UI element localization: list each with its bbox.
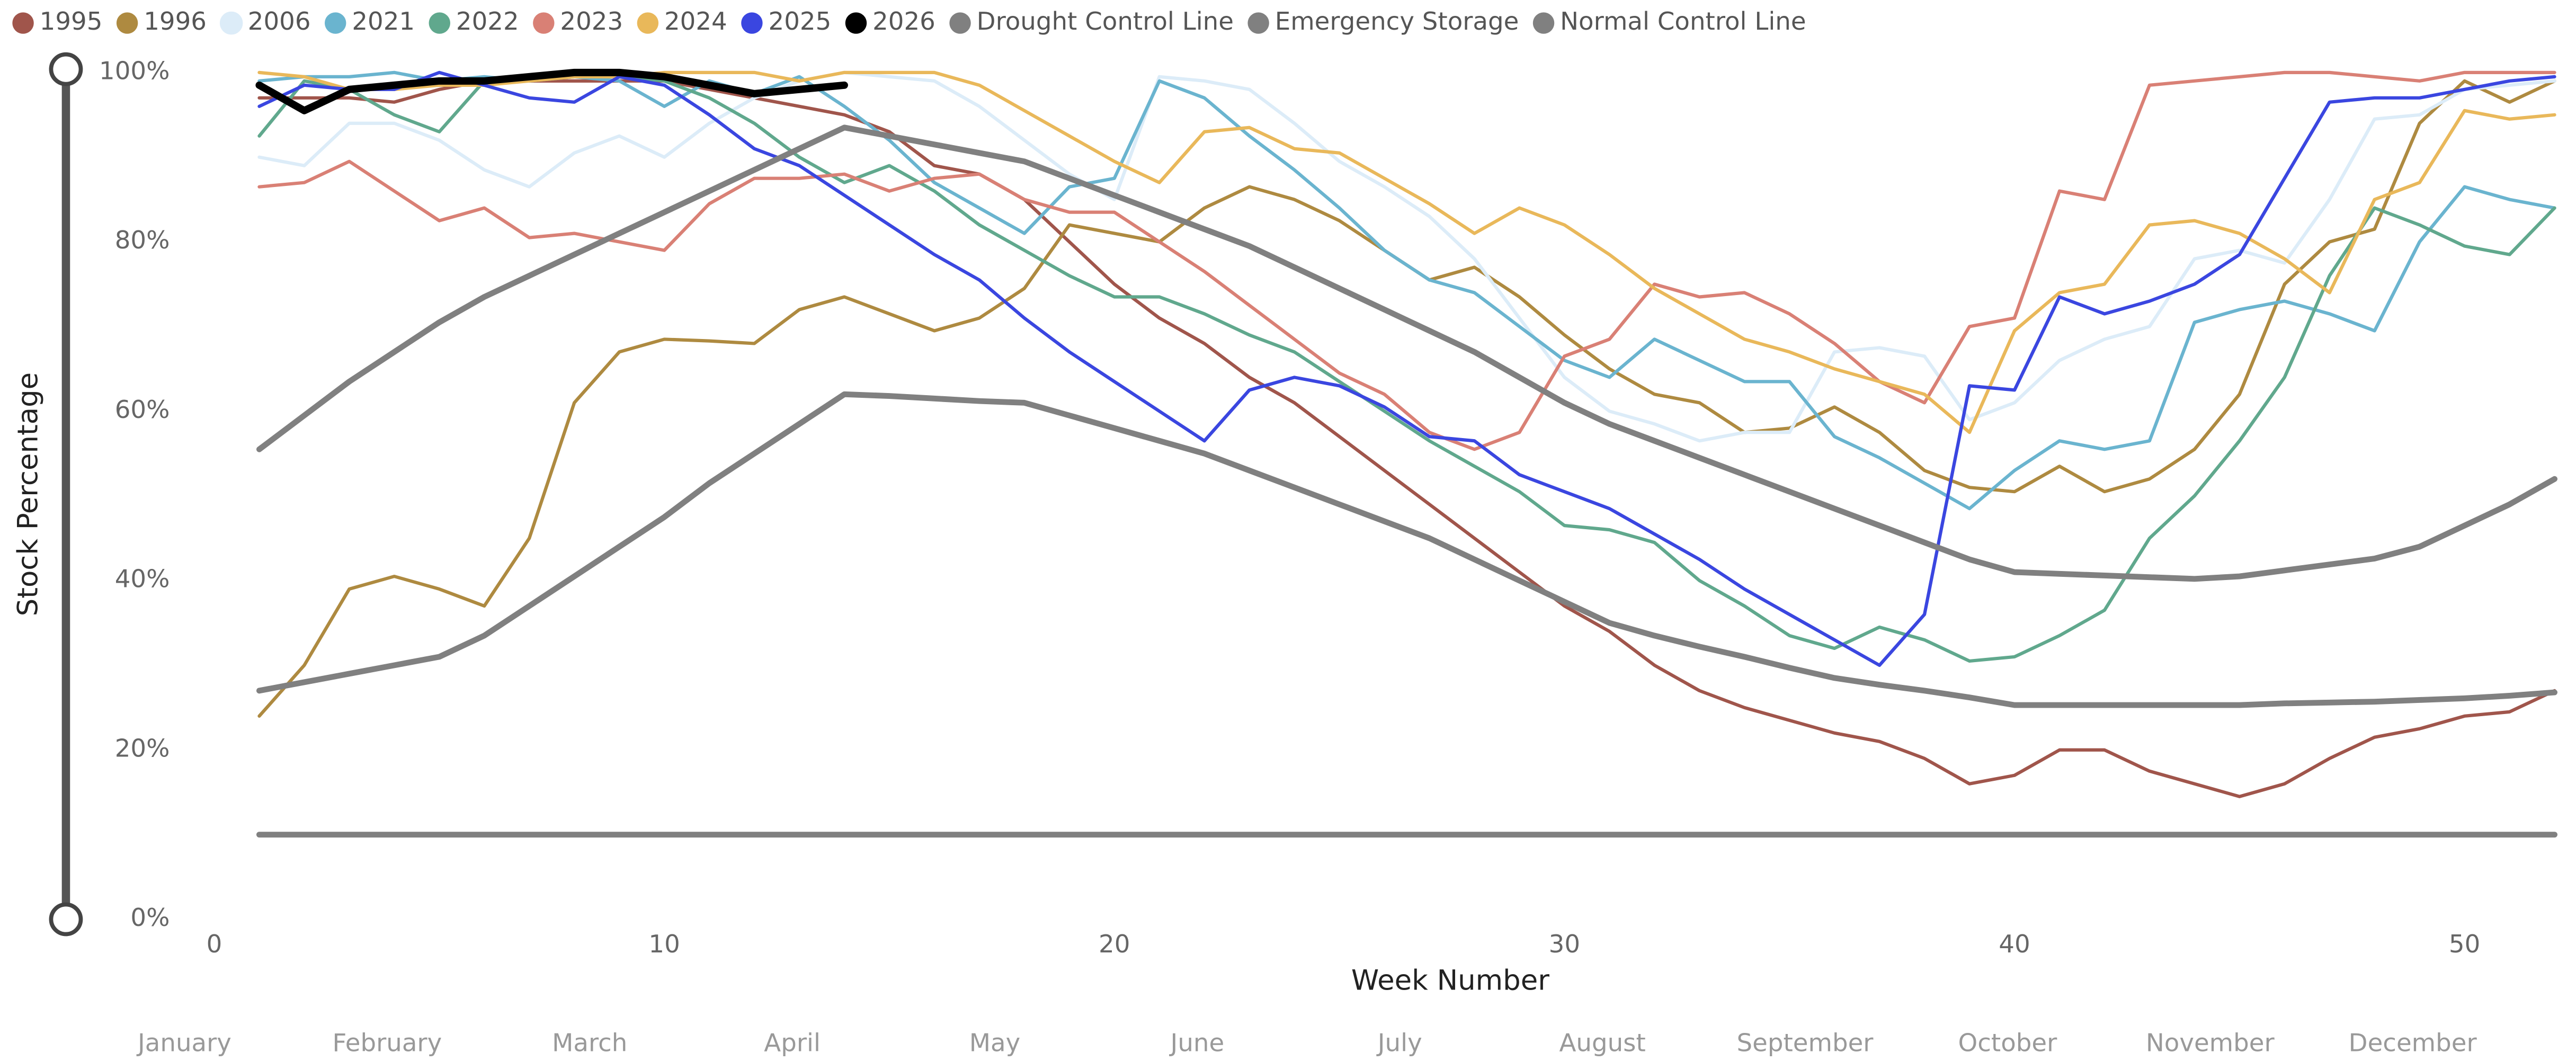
y-tick-label: 60% [115,396,170,424]
series-line [257,75,2556,663]
legend-label: 1995 [40,7,103,36]
legend-item[interactable]: Emergency Storage [1247,7,1519,36]
month-label: April [764,1029,821,1057]
legend-item[interactable]: 2021 [324,7,415,36]
legend: 1995 1996 2006 2021 2022 2023 2024 2025 2026 Drou… [12,7,1806,36]
legend-item[interactable]: 2024 [637,7,727,36]
x-axis-title: Week Number [1351,964,1549,996]
y-tick-label: 100% [99,57,170,85]
y-tick-label: 20% [115,734,170,763]
legend-marker [845,12,867,34]
x-tick-label: 30 [1549,930,1580,959]
plot-area: 0% 20% 40% 60% 80% 100% 0 10 20 30 40 50 January Febr… [99,57,2557,1057]
series-line [257,70,2556,443]
y-tick-label: 80% [115,226,170,255]
month-label: September [1737,1029,1874,1057]
month-label: November [2146,1029,2275,1057]
series-line [257,70,2556,434]
month-label: July [1376,1029,1422,1057]
legend-label: Drought Control Line [977,7,1234,36]
month-label: May [969,1029,1020,1057]
legend-marker [12,12,34,34]
legend-marker [1247,12,1269,34]
series-line [256,391,2557,708]
legend-item[interactable]: 2026 [845,7,935,36]
legend-marker [1532,12,1555,34]
legend-item[interactable]: 1995 [12,7,102,36]
legend-label: Normal Control Line [1560,7,1806,36]
series-line [257,79,2556,718]
legend-label: 1996 [144,7,207,36]
legend-marker [324,12,346,34]
x-tick-label: 40 [1999,930,2030,959]
series-line [256,124,2557,582]
legend-item[interactable]: 1996 [116,7,207,36]
legend-marker [741,12,763,34]
legend-item[interactable]: 2022 [429,7,519,36]
legend-item[interactable]: Drought Control Line [949,7,1234,36]
series-line [255,68,848,114]
legend-item[interactable]: 2023 [533,7,623,36]
legend-label: 2024 [664,7,727,36]
range-slider[interactable] [49,52,83,937]
y-tick-label: 40% [115,565,170,594]
legend-item[interactable]: 2025 [741,7,831,36]
legend-label: 2006 [248,7,311,36]
slider-handle[interactable] [49,902,83,937]
legend-marker [949,12,971,34]
month-label: February [332,1029,442,1057]
y-tick-label: 0% [130,904,170,932]
legend-item[interactable]: Normal Control Line [1532,7,1806,36]
month-label: June [1169,1029,1225,1057]
legend-marker [533,12,555,34]
x-tick-label: 50 [2449,930,2480,959]
series-line [257,70,2556,451]
legend-label: 2023 [560,7,623,36]
series-line [257,70,2556,511]
legend-label: Emergency Storage [1275,7,1519,36]
legend-marker [429,12,450,34]
legend-item[interactable]: 2006 [219,7,311,36]
month-label: August [1559,1029,1645,1057]
slider-handle[interactable] [49,52,83,86]
legend-label: 2022 [456,7,519,36]
series-line [257,70,2556,667]
x-tick-label: 10 [648,930,680,959]
legend-marker [116,12,138,34]
month-label: October [1958,1029,2058,1057]
x-tick-label: 20 [1099,930,1130,959]
legend-label: 2025 [769,7,832,36]
legend-marker [219,11,243,35]
legend-label: 2026 [872,7,935,36]
legend-marker [637,12,659,34]
x-tick-label: 0 [207,930,222,959]
month-label: March [552,1029,627,1057]
y-axis-title: Stock Percentage [12,372,44,617]
month-label: January [136,1029,231,1057]
series-line [257,79,2556,798]
month-label: December [2349,1029,2477,1057]
legend-label: 2021 [352,7,415,36]
